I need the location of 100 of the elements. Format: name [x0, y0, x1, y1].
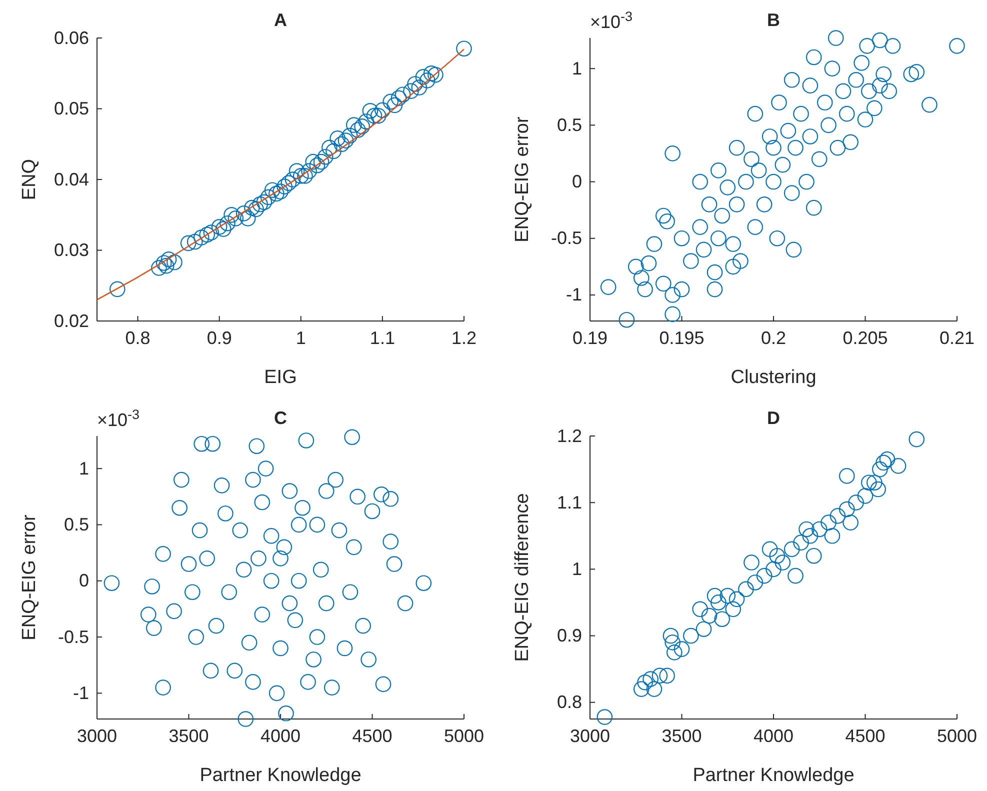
point [788, 568, 804, 584]
point [872, 461, 888, 478]
x-tick-label: 4500 [352, 726, 392, 746]
x-tick-label: 4500 [845, 726, 886, 746]
point [866, 474, 882, 491]
point [802, 528, 818, 544]
x-axis-title: Partner Knowledge [200, 765, 362, 786]
point [890, 458, 906, 474]
x-tick-label: 1.1 [370, 328, 395, 348]
x-axis-title: EIG [264, 367, 297, 388]
y-tick-label: 1.1 [556, 492, 582, 512]
point [642, 671, 658, 687]
x-tick-label: 4000 [260, 726, 301, 746]
x-tick-label: 3000 [76, 726, 118, 746]
y-tick-label: -0.5 [58, 626, 89, 647]
point [861, 474, 877, 491]
point [652, 668, 668, 684]
point [720, 588, 736, 604]
text: ×10$^{-3}$ [590, 8, 633, 32]
point [633, 681, 650, 697]
x-axis-title: Clustering [730, 367, 816, 388]
point [766, 561, 782, 578]
point [798, 521, 814, 538]
point [756, 568, 772, 584]
point [838, 501, 855, 518]
point [784, 541, 800, 558]
point [876, 454, 892, 471]
point [762, 541, 778, 558]
point [806, 548, 822, 564]
point [637, 674, 653, 690]
y-tick-label: 1 [572, 558, 582, 579]
point [879, 451, 896, 468]
y-axis-title: ENQ [19, 158, 40, 200]
chart-title: C [274, 408, 287, 428]
point [596, 709, 613, 725]
point [744, 554, 760, 570]
x-tick-label: 3500 [662, 726, 702, 746]
x-axis-title: Partner Knowledge [692, 765, 854, 786]
point [725, 601, 742, 618]
x-tick-label: 0.21 [939, 328, 975, 348]
chart-title: A [274, 10, 287, 30]
point [674, 641, 690, 657]
point [646, 681, 662, 697]
x-tick-label: 0.8 [125, 328, 150, 348]
point [774, 554, 791, 570]
x-tick-label: 3000 [570, 726, 610, 746]
x-tick-label: 0.195 [659, 328, 704, 348]
point [662, 628, 679, 644]
point [793, 534, 809, 550]
y-tick-label: 0.5 [556, 114, 582, 135]
point [738, 581, 754, 598]
y-tick-label: 0.02 [54, 310, 89, 331]
y-tick-label: 1 [78, 458, 89, 478]
point [692, 601, 708, 618]
y-tick-label: 0.03 [54, 240, 89, 260]
point [820, 514, 836, 530]
point [706, 588, 723, 604]
point [714, 611, 730, 628]
point [848, 494, 864, 510]
y-axis-title: ENQ-EIG error [512, 116, 533, 242]
x-tick-label: 3500 [168, 726, 209, 746]
point [747, 574, 764, 590]
y-tick-label: 0.8 [556, 692, 582, 712]
x-tick-label: 0.9 [206, 328, 232, 348]
x-tick-label: 5000 [444, 726, 484, 746]
point [728, 591, 745, 608]
y-tick-label: 0.5 [64, 514, 89, 534]
point [908, 431, 925, 448]
y-tick-label: 1 [572, 58, 582, 78]
point [696, 621, 712, 637]
x-tick-label: 1 [296, 328, 306, 348]
point [870, 481, 886, 498]
point [666, 644, 682, 660]
point [811, 521, 828, 538]
y-tick-label: -1 [72, 682, 89, 703]
point [769, 548, 786, 564]
chart-title: D [767, 408, 780, 428]
x-tick-label: 5000 [936, 726, 978, 746]
point [710, 594, 726, 610]
y-tick-label: 0.05 [54, 98, 89, 119]
point [659, 668, 675, 684]
y-tick-label: 1.2 [556, 426, 582, 446]
y-axis-title: ENQ-EIG error [19, 514, 40, 640]
x-tick-label: 4000 [753, 726, 794, 746]
x-tick-label: 0.205 [842, 328, 888, 348]
point [838, 468, 855, 484]
x-tick-label: 0.19 [572, 328, 608, 348]
point [664, 634, 680, 650]
y-tick-label: 0 [572, 172, 582, 192]
point [830, 508, 846, 524]
point [857, 488, 874, 504]
y-tick-label: -0.5 [550, 228, 582, 248]
point [842, 514, 858, 530]
y-tick-label: 0.04 [54, 169, 89, 190]
point [824, 528, 840, 544]
y-tick-label: 0.9 [556, 626, 582, 646]
y-tick-label: -1 [566, 284, 582, 305]
x-tick-label: 0.2 [760, 328, 786, 348]
y-tick-label: 0 [78, 570, 89, 591]
point [701, 608, 718, 624]
